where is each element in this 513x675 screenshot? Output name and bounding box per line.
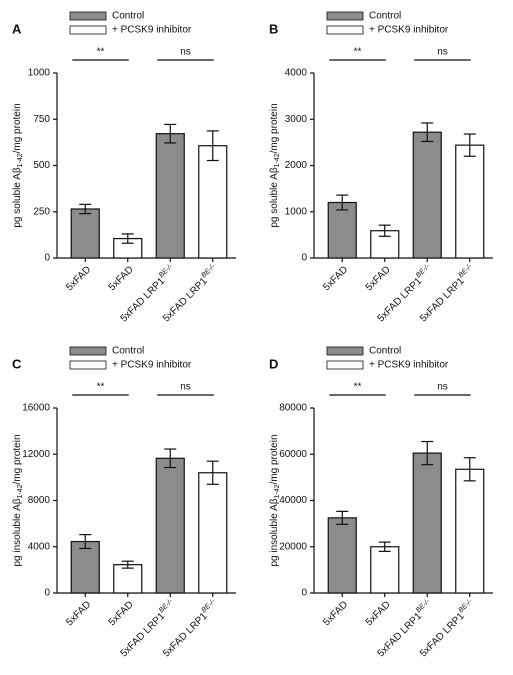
y-axis-label: pg insoluble Aβ1-42/mg protein: [12, 434, 25, 566]
legend-label: + PCSK9 inhibitor: [112, 360, 192, 371]
significance-label: ns: [437, 47, 448, 58]
y-tick-label: 3000: [285, 114, 308, 125]
x-tick-label: 5xFAD: [107, 599, 136, 628]
y-axis-label: pg insoluble Aβ1-42/mg protein: [269, 434, 282, 566]
x-tick-label: 5xFAD: [321, 599, 350, 628]
bar: [70, 208, 100, 259]
bar: [455, 468, 485, 594]
panel-label: B: [269, 21, 278, 36]
y-tick-label: 500: [33, 160, 50, 171]
y-tick-label: 0: [44, 588, 50, 599]
significance-label: ns: [180, 382, 191, 393]
y-tick-label: 1000: [28, 68, 51, 79]
y-tick-label: 0: [44, 253, 50, 264]
bar: [155, 457, 185, 594]
y-tick-label: 750: [33, 114, 50, 125]
bar: [412, 452, 442, 594]
x-tick-label: 5xFAD: [321, 264, 350, 293]
bar: [70, 540, 100, 594]
legend-swatch: [326, 360, 364, 370]
x-tick-label: 5xFAD: [107, 264, 136, 293]
legend-swatch: [326, 25, 364, 35]
y-tick-label: 80000: [279, 403, 307, 414]
bar: [412, 131, 442, 259]
panel-label: A: [12, 21, 22, 36]
legend-swatch: [69, 360, 107, 370]
bar: [327, 201, 357, 259]
y-tick-label: 4000: [285, 68, 308, 79]
x-tick-label: 5xFAD: [64, 264, 93, 293]
y-axis-label: pg soluble Aβ1-42/mg protein: [269, 103, 282, 227]
significance-label: ns: [437, 382, 448, 393]
y-tick-label: 0: [301, 253, 307, 264]
chart-panel: A Control + PCSK9 inhibitor 0 250 500 750 1000 p…: [12, 11, 236, 324]
significance-label: **: [97, 47, 105, 58]
legend-label: Control: [112, 346, 144, 357]
legend-swatch: [69, 11, 107, 21]
legend-label: + PCSK9 inhibitor: [369, 360, 449, 371]
significance-label: **: [354, 382, 362, 393]
y-tick-label: 40000: [279, 495, 307, 506]
bar: [370, 546, 400, 594]
y-tick-label: 2000: [285, 160, 308, 171]
x-tick-label: 5xFAD: [364, 599, 393, 628]
y-tick-label: 16000: [22, 403, 50, 414]
significance-label: **: [354, 47, 362, 58]
bar: [327, 517, 357, 594]
legend-label: Control: [369, 346, 401, 357]
y-tick-label: 1000: [285, 206, 308, 217]
chart-panel: C Control + PCSK9 inhibitor 0 4000 8000 12000 1…: [12, 346, 236, 659]
legend-swatch: [326, 11, 364, 21]
legend-label: Control: [112, 11, 144, 22]
chart-panel: B Control + PCSK9 inhibitor 0 1000 2000 3000 40…: [269, 11, 493, 324]
significance-label: **: [97, 382, 105, 393]
y-tick-label: 0: [301, 588, 307, 599]
y-tick-label: 250: [33, 206, 50, 217]
y-tick-label: 4000: [28, 541, 51, 552]
x-tick-label: 5xFAD: [64, 599, 93, 628]
bar: [455, 144, 485, 259]
bar: [113, 564, 143, 594]
legend-swatch: [69, 25, 107, 35]
chart-panel: D Control + PCSK9 inhibitor 0 20000 40000 6000…: [269, 346, 493, 659]
y-tick-label: 60000: [279, 449, 307, 460]
bar: [198, 145, 228, 259]
legend-label: + PCSK9 inhibitor: [112, 25, 192, 36]
legend-label: + PCSK9 inhibitor: [369, 25, 449, 36]
legend-swatch: [69, 346, 107, 356]
panel-label: D: [269, 356, 278, 371]
y-tick-label: 8000: [28, 495, 51, 506]
significance-label: ns: [180, 47, 191, 58]
bar: [198, 472, 228, 594]
legend-swatch: [326, 346, 364, 356]
x-tick-label: 5xFAD: [364, 264, 393, 293]
y-tick-label: 20000: [279, 541, 307, 552]
panel-label: C: [12, 356, 22, 371]
legend-label: Control: [369, 11, 401, 22]
y-tick-label: 12000: [22, 449, 50, 460]
bar: [155, 133, 185, 259]
y-axis-label: pg soluble Aβ1-42/mg protein: [12, 103, 25, 227]
